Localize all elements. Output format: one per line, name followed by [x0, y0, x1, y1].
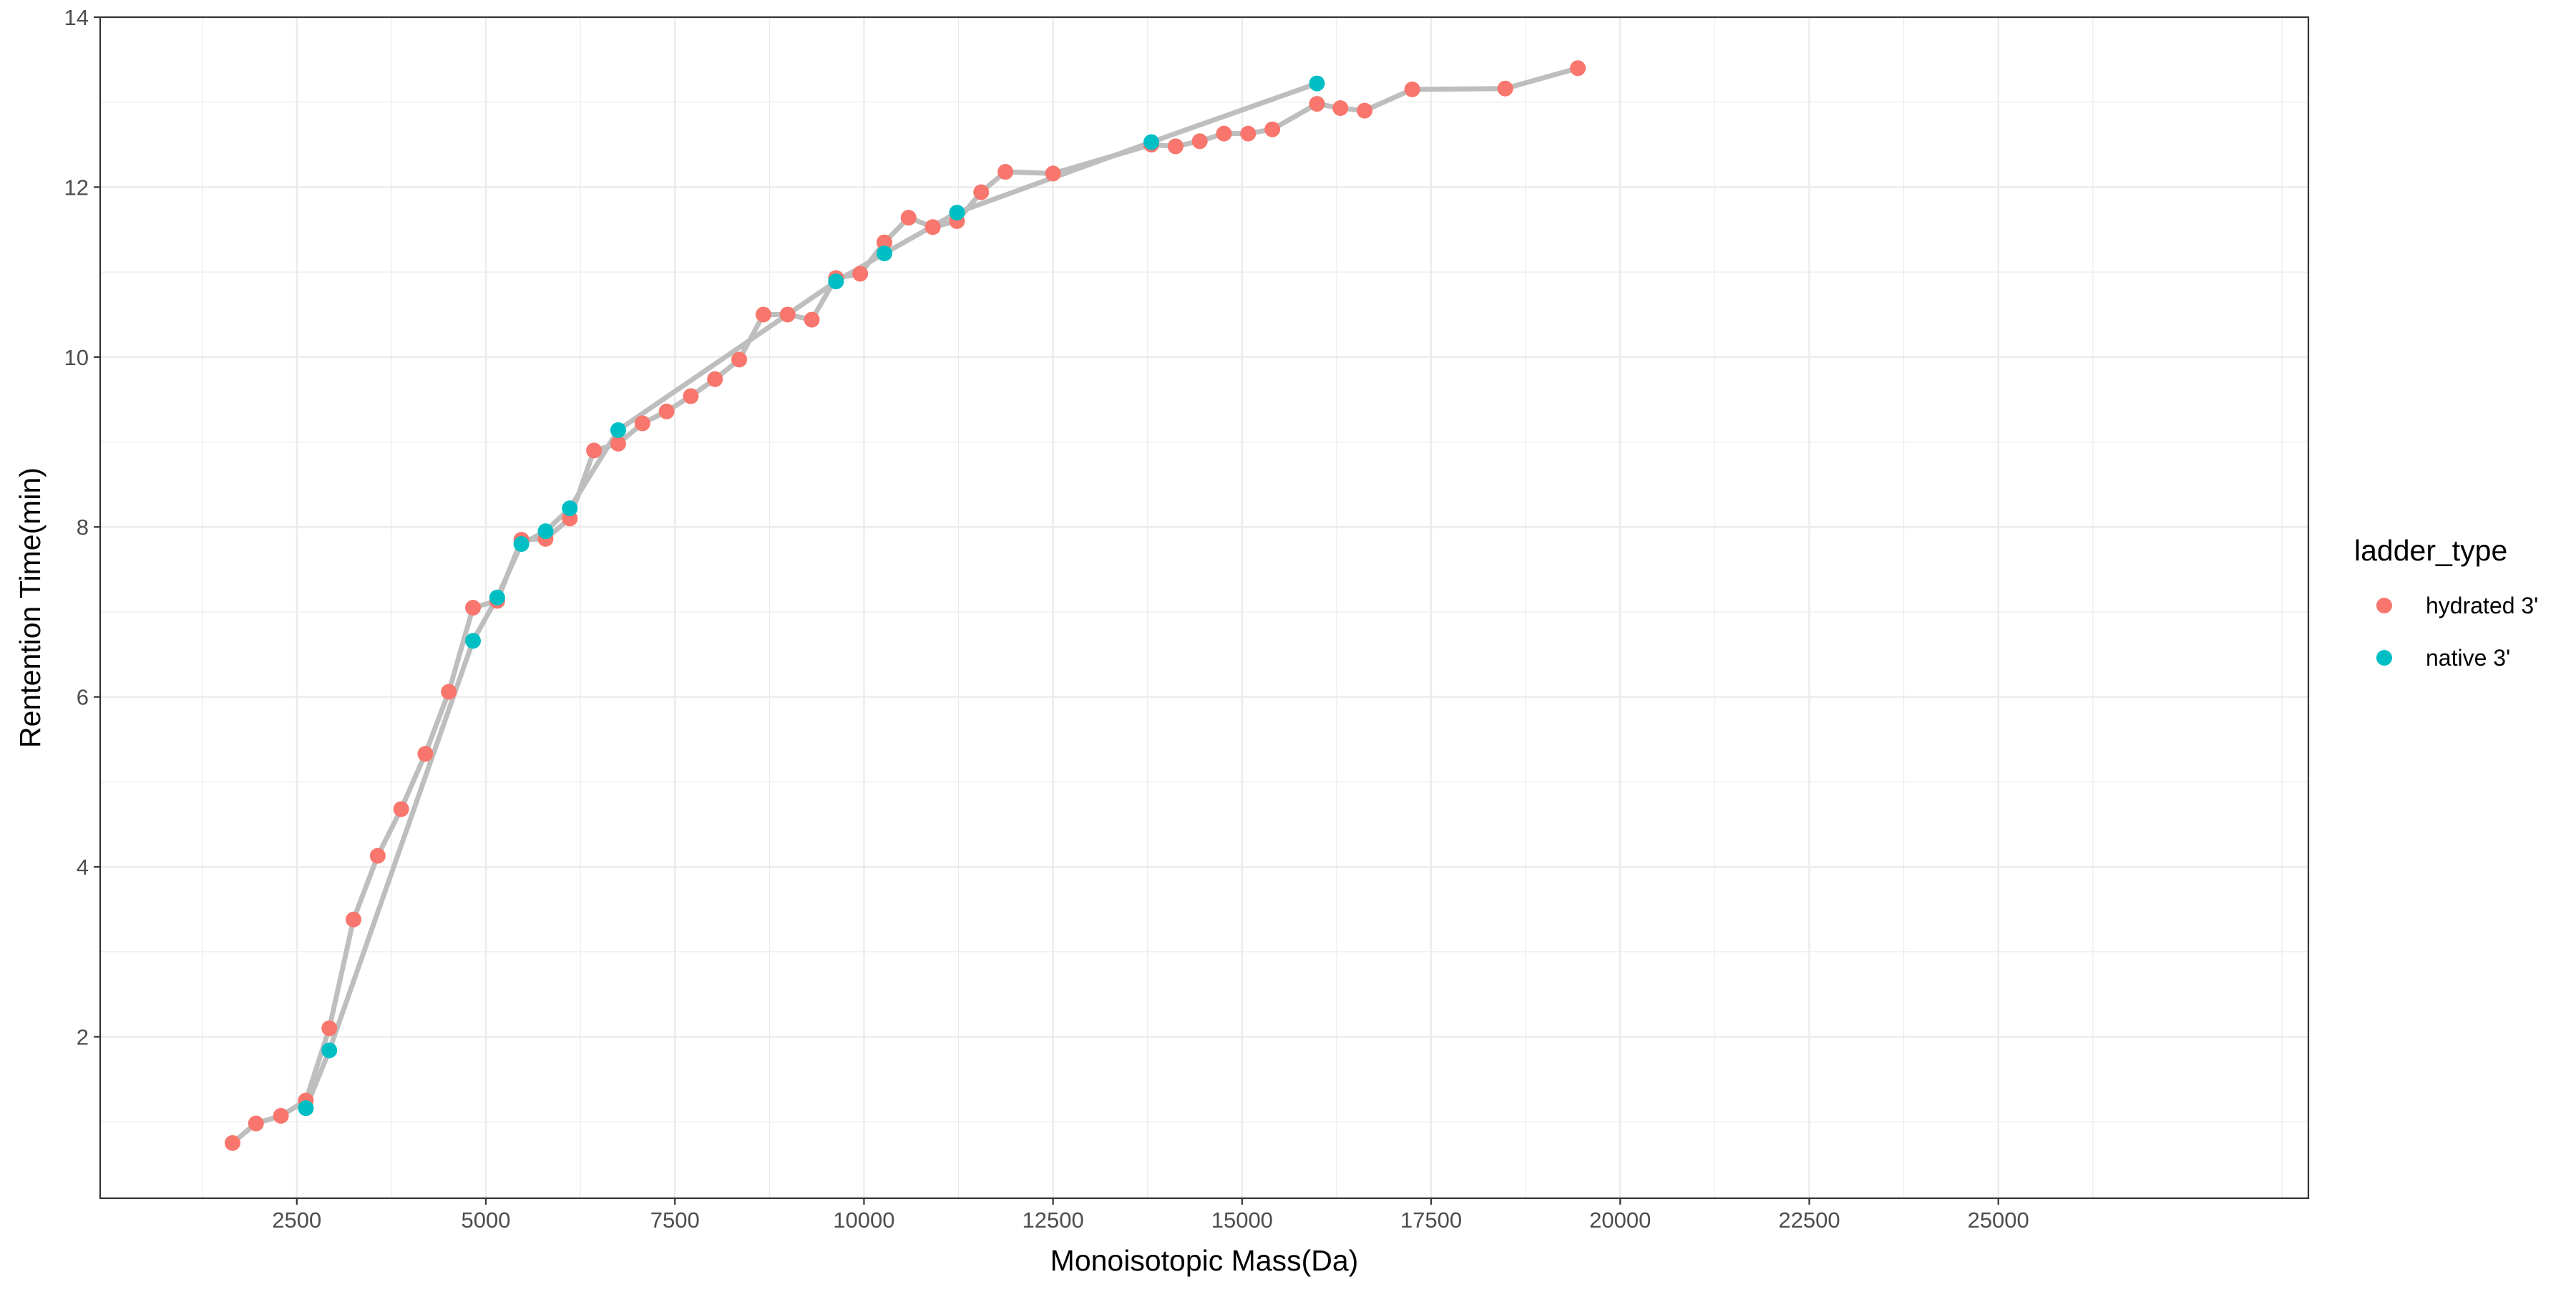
data-point	[1332, 100, 1349, 117]
y-axis: 2 4 6 8 10 12 14	[64, 5, 100, 1049]
data-point	[658, 403, 675, 419]
data-point	[1309, 96, 1325, 112]
data-point	[586, 442, 602, 459]
panel-background	[100, 17, 2308, 1198]
x-tick-label: 15000	[1211, 1208, 1273, 1233]
legend-key	[2376, 598, 2392, 613]
data-point	[683, 388, 699, 404]
legend-key	[2376, 650, 2392, 666]
data-point	[417, 746, 434, 762]
data-point	[852, 266, 869, 282]
data-point	[369, 847, 386, 864]
panel-border	[99, 16, 2310, 1200]
data-point	[248, 1115, 264, 1132]
legend-label: hydrated 3'	[2426, 593, 2538, 618]
data-point	[1357, 102, 1373, 119]
x-tick-label: 7500	[650, 1208, 700, 1233]
data-point	[562, 500, 578, 517]
data-point	[876, 234, 892, 251]
data-point	[1045, 165, 1061, 182]
data-point	[707, 371, 723, 387]
data-point	[755, 306, 771, 323]
data-point	[321, 1020, 338, 1036]
y-tick-label: 4	[77, 855, 89, 880]
legend: ladder_type hydrated 3' native 3'	[2354, 534, 2538, 671]
data-point	[489, 589, 505, 606]
major-gridlines	[100, 16, 2308, 1198]
x-axis: 2500 5000 7500 10000 12500 15000 17500 20000 225…	[272, 1198, 2029, 1233]
data-point	[731, 351, 748, 368]
data-point	[876, 246, 892, 261]
x-tick-label: 2500	[272, 1208, 321, 1233]
data-point	[924, 219, 941, 235]
y-axis-title: Rentention Time(min)	[14, 467, 47, 748]
data-point	[804, 311, 820, 328]
data-point	[513, 535, 530, 552]
series-line	[230, 65, 1581, 1146]
data-point	[1143, 134, 1160, 150]
x-tick-label: 10000	[833, 1208, 894, 1233]
y-tick-label: 6	[77, 685, 89, 710]
data-point	[1570, 60, 1586, 77]
data-point	[1167, 138, 1184, 155]
data-point	[1497, 80, 1513, 97]
y-tick-label: 2	[77, 1024, 89, 1049]
data-point	[973, 184, 990, 200]
x-tick-label: 20000	[1589, 1208, 1651, 1233]
data-point	[393, 801, 409, 817]
data-point	[610, 422, 626, 438]
data-point	[1191, 133, 1208, 150]
legend-title: ladder_type	[2354, 534, 2507, 567]
data-point	[321, 1042, 338, 1059]
minor-gridlines	[100, 17, 2308, 1198]
data-point	[900, 210, 917, 226]
data-point	[1240, 125, 1257, 142]
data-point	[273, 1107, 289, 1124]
data-point	[828, 273, 844, 290]
data-point	[465, 600, 482, 616]
x-tick-label: 22500	[1778, 1208, 1840, 1233]
y-tick-label: 12	[64, 175, 89, 200]
x-tick-label: 25000	[1968, 1208, 2029, 1233]
data-points	[224, 60, 1586, 1151]
data-point	[298, 1100, 314, 1117]
data-point	[224, 1135, 240, 1151]
x-axis-title: Monoisotopic Mass(Da)	[1050, 1244, 1359, 1277]
x-tick-label: 17500	[1400, 1208, 1462, 1233]
data-point	[1216, 125, 1232, 142]
data-point	[634, 415, 650, 432]
data-point	[441, 684, 457, 700]
y-tick-label: 14	[64, 5, 89, 30]
data-point	[997, 164, 1014, 180]
x-tick-label: 5000	[462, 1208, 511, 1233]
data-point	[779, 306, 796, 323]
data-point	[610, 435, 626, 452]
data-point	[1404, 81, 1420, 97]
legend-label: native 3'	[2426, 645, 2510, 671]
x-tick-label: 12500	[1023, 1208, 1084, 1233]
data-point	[465, 633, 482, 649]
data-point	[537, 523, 554, 540]
data-point	[1309, 75, 1325, 92]
data-point	[346, 911, 362, 928]
data-point	[949, 205, 965, 221]
y-tick-label: 10	[64, 345, 89, 370]
y-tick-label: 8	[77, 515, 89, 540]
data-point	[1264, 121, 1281, 137]
